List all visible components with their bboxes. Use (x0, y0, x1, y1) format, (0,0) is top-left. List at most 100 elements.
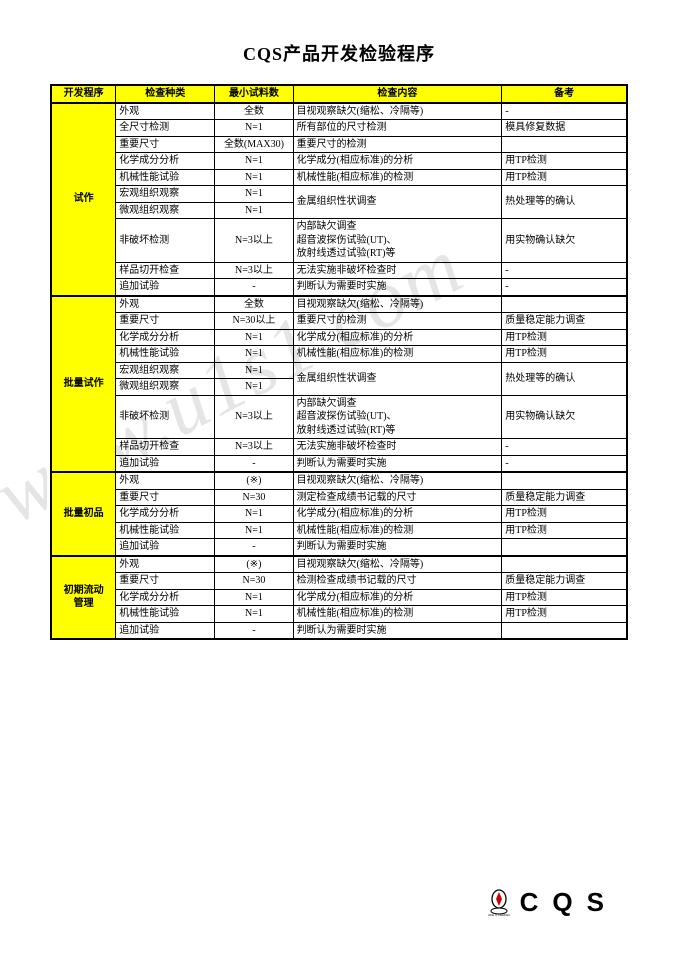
qty-cell: N=30 (215, 489, 293, 506)
kind-cell: 外观 (116, 472, 215, 489)
remark-cell: 热处理等的确认 (502, 362, 627, 395)
content-cell: 判断认为需要时实施 (293, 455, 502, 472)
qty-cell: - (215, 539, 293, 556)
table-row: 重要尺寸N=30检测检查成绩书记载的尺寸质量稳定能力调查 (51, 573, 627, 590)
remark-cell: 用实物确认缺欠 (502, 219, 627, 263)
header-kind: 检查种类 (116, 85, 215, 103)
header-remark: 备考 (502, 85, 627, 103)
content-cell: 化学成分(相应标准)的分析 (293, 589, 502, 606)
remark-cell: - (502, 439, 627, 456)
kind-cell: 样品切开检查 (116, 262, 215, 279)
remark-cell (502, 539, 627, 556)
qty-cell: N=1 (215, 153, 293, 170)
stage-cell: 批量试作 (51, 296, 116, 473)
content-cell: 化学成分(相应标准)的分析 (293, 506, 502, 523)
kind-cell: 追加试验 (116, 279, 215, 296)
kind-cell: 微观组织观察 (116, 202, 215, 219)
qty-cell: N=3以上 (215, 262, 293, 279)
table-row: 重要尺寸全数(MAX30)重要尺寸的检测 (51, 136, 627, 153)
kind-cell: 重要尺寸 (116, 313, 215, 330)
content-cell: 内部缺欠调查超音波探伤试验(UT)、放射线透过试验(RT)等 (293, 395, 502, 439)
kind-cell: 化学成分分析 (116, 153, 215, 170)
table-row: 试作外观全数目视观察缺欠(缩松、冷隔等)- (51, 103, 627, 120)
remark-cell: 用TP检测 (502, 153, 627, 170)
qty-cell: N=1 (215, 606, 293, 623)
remark-cell (502, 472, 627, 489)
qty-cell: N=30以上 (215, 313, 293, 330)
qty-cell: - (215, 622, 293, 639)
table-row: 非破坏检测N=3以上内部缺欠调查超音波探伤试验(UT)、放射线透过试验(RT)等… (51, 395, 627, 439)
qty-cell: N=1 (215, 202, 293, 219)
content-cell: 无法实施非破坏检查时 (293, 262, 502, 279)
kind-cell: 机械性能试验 (116, 346, 215, 363)
svg-text:MAKE IT PERFECT: MAKE IT PERFECT (488, 913, 510, 917)
qty-cell: (※) (215, 556, 293, 573)
table-row: 追加试验-判断认为需要时实施 (51, 539, 627, 556)
table-row: 批量试作外观全数目视观察缺欠(缩松、冷隔等) (51, 296, 627, 313)
remark-cell: 质量稳定能力调查 (502, 313, 627, 330)
table-row: 机械性能试验N=1机械性能(相应标准)的检测用TP检测 (51, 522, 627, 539)
content-cell: 判断认为需要时实施 (293, 539, 502, 556)
kind-cell: 外观 (116, 103, 215, 120)
kind-cell: 宏观组织观察 (116, 362, 215, 379)
kind-cell: 机械性能试验 (116, 522, 215, 539)
footer-brand: CQS (520, 887, 618, 918)
kind-cell: 重要尺寸 (116, 489, 215, 506)
kind-cell: 外观 (116, 556, 215, 573)
qty-cell: N=1 (215, 589, 293, 606)
kind-cell: 化学成分分析 (116, 589, 215, 606)
kind-cell: 机械性能试验 (116, 169, 215, 186)
page-content: CQS产品开发检验程序 开发程序 检查种类 最小试料数 检查内容 备考 试作外观… (0, 0, 678, 660)
qty-cell: N=30 (215, 573, 293, 590)
remark-cell (502, 296, 627, 313)
qty-cell: N=1 (215, 169, 293, 186)
table-row: 批量初品外观(※)目视观察缺欠(缩松、冷隔等) (51, 472, 627, 489)
content-cell: 机械性能(相应标准)的检测 (293, 522, 502, 539)
content-cell: 判断认为需要时实施 (293, 279, 502, 296)
remark-cell (502, 136, 627, 153)
content-cell: 检测检查成绩书记载的尺寸 (293, 573, 502, 590)
kind-cell: 化学成分分析 (116, 506, 215, 523)
kind-cell: 化学成分分析 (116, 329, 215, 346)
table-row: 化学成分分析N=1化学成分(相应标准)的分析用TP检测 (51, 153, 627, 170)
table-header-row: 开发程序 检查种类 最小试料数 检查内容 备考 (51, 85, 627, 103)
content-cell: 化学成分(相应标准)的分析 (293, 153, 502, 170)
table-row: 追加试验-判断认为需要时实施- (51, 279, 627, 296)
remark-cell: 用TP检测 (502, 506, 627, 523)
content-cell: 金属组织性状调查 (293, 362, 502, 395)
qty-cell: N=3以上 (215, 439, 293, 456)
remark-cell: 用TP检测 (502, 329, 627, 346)
header-qty: 最小试料数 (215, 85, 293, 103)
table-row: 非破坏检测N=3以上内部缺欠调查超音波探伤试验(UT)、放射线透过试验(RT)等… (51, 219, 627, 263)
inspection-table: 开发程序 检查种类 最小试料数 检查内容 备考 试作外观全数目视观察缺欠(缩松、… (50, 84, 628, 640)
qty-cell: N=1 (215, 506, 293, 523)
kind-cell: 追加试验 (116, 622, 215, 639)
remark-cell: 模具修复数据 (502, 120, 627, 137)
table-row: 机械性能试验N=1机械性能(相应标准)的检测用TP检测 (51, 346, 627, 363)
qty-cell: 全数(MAX30) (215, 136, 293, 153)
content-cell: 目视观察缺欠(缩松、冷隔等) (293, 556, 502, 573)
content-cell: 内部缺欠调查超音波探伤试验(UT)、放射线透过试验(RT)等 (293, 219, 502, 263)
qty-cell: 全数 (215, 103, 293, 120)
qty-cell: - (215, 455, 293, 472)
kind-cell: 全尺寸检测 (116, 120, 215, 137)
table-row: 重要尺寸N=30以上重要尺寸的检测质量稳定能力调查 (51, 313, 627, 330)
content-cell: 目视观察缺欠(缩松、冷隔等) (293, 103, 502, 120)
remark-cell: 用TP检测 (502, 606, 627, 623)
header-stage: 开发程序 (51, 85, 116, 103)
kind-cell: 微观组织观察 (116, 379, 215, 396)
qty-cell: N=1 (215, 120, 293, 137)
remark-cell: 用实物确认缺欠 (502, 395, 627, 439)
qty-cell: N=3以上 (215, 395, 293, 439)
table-row: 重要尺寸N=30测定检查成绩书记载的尺寸质量稳定能力调查 (51, 489, 627, 506)
remark-cell (502, 556, 627, 573)
remark-cell: - (502, 262, 627, 279)
content-cell: 重要尺寸的检测 (293, 136, 502, 153)
kind-cell: 非破坏检测 (116, 219, 215, 263)
content-cell: 目视观察缺欠(缩松、冷隔等) (293, 296, 502, 313)
table-row: 初期流动管理外观(※)目视观察缺欠(缩松、冷隔等) (51, 556, 627, 573)
remark-cell: 用TP检测 (502, 346, 627, 363)
kind-cell: 外观 (116, 296, 215, 313)
brand-logo-icon: MAKE IT PERFECT (488, 889, 510, 917)
table-row: 化学成分分析N=1化学成分(相应标准)的分析用TP检测 (51, 506, 627, 523)
